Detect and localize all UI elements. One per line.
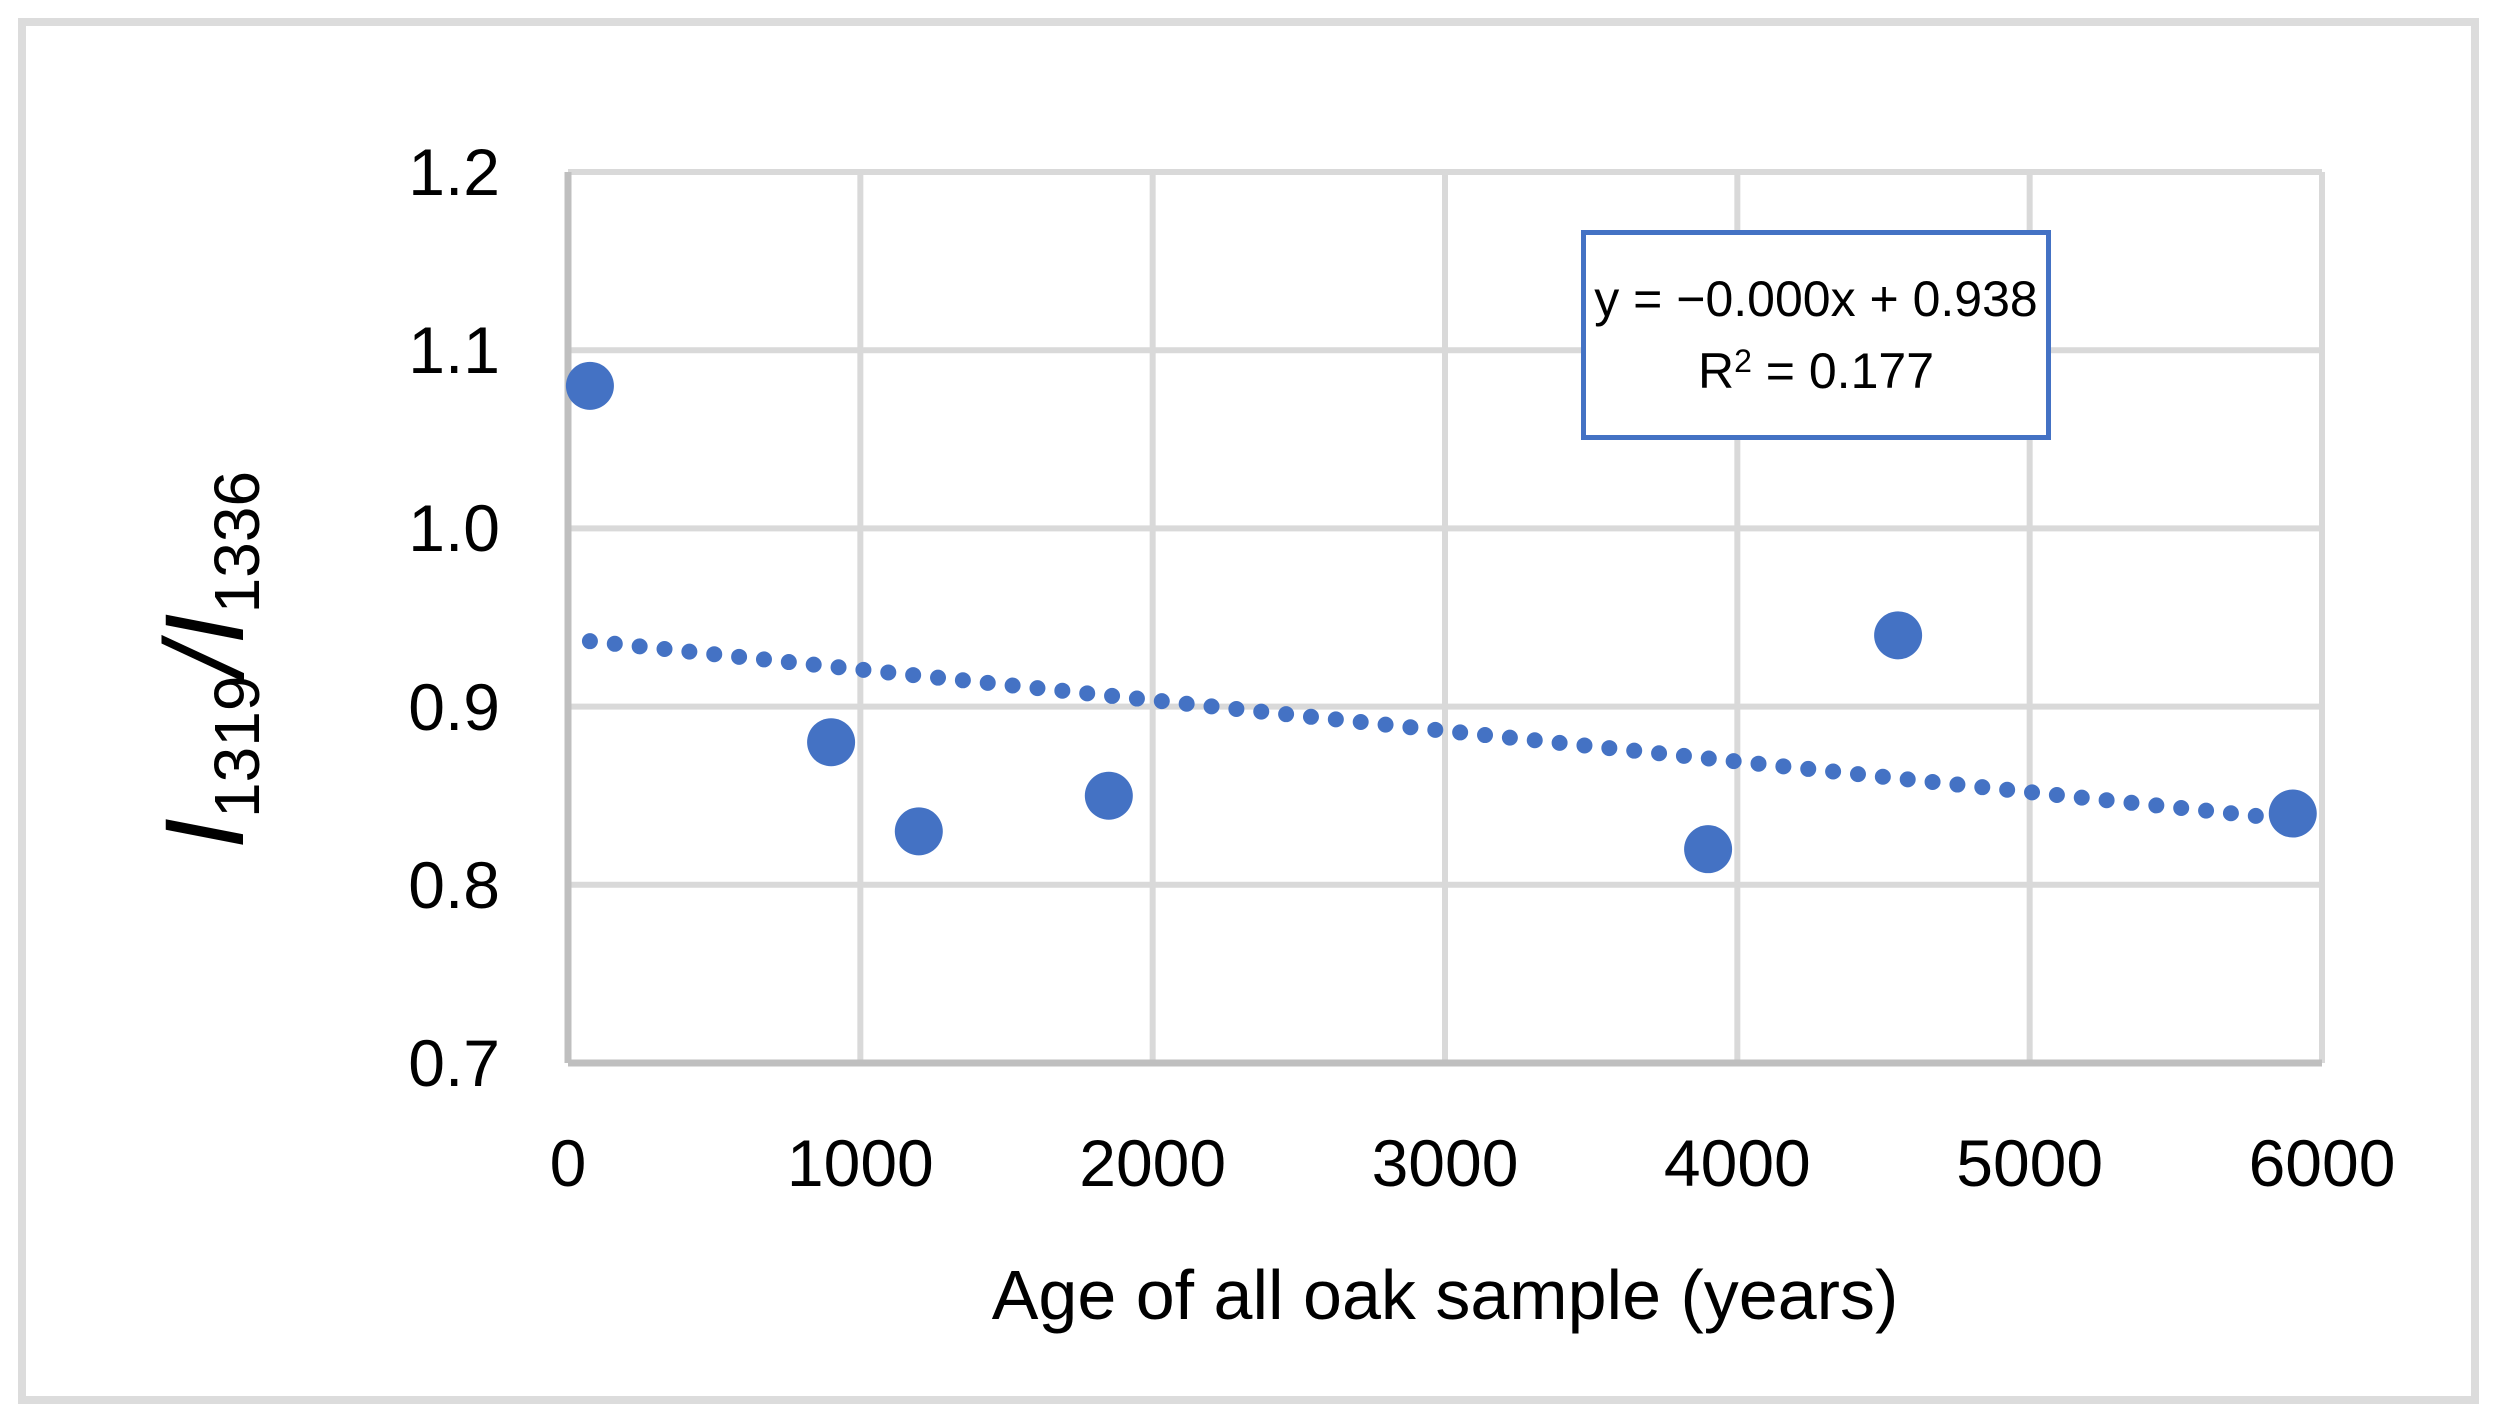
x-tick-label: 6000	[2248, 1126, 2396, 1200]
x-tick-label: 1000	[786, 1126, 934, 1200]
chart-frame	[18, 18, 2479, 1404]
data-point	[1084, 771, 1133, 820]
data-point	[1684, 825, 1733, 874]
y-axis-divider: /	[142, 644, 267, 676]
x-tick-label: 2000	[1079, 1126, 1227, 1200]
data-point	[2268, 789, 2317, 838]
r-squared-rest: = 0.177	[1751, 343, 1934, 399]
y-tick-label: 0.7	[408, 1026, 500, 1100]
x-tick-label: 0	[549, 1126, 587, 1200]
r-squared-exponent: 2	[1734, 343, 1752, 379]
y-tick-label: 1.2	[408, 135, 500, 209]
plot-area	[564, 169, 2325, 1067]
y-axis-symbol-2: I	[142, 613, 267, 645]
data-point	[565, 361, 614, 410]
trendline-equation: y = −0.000x + 0.938	[1594, 271, 2038, 327]
data-point	[894, 807, 943, 856]
r-squared-value: R2 = 0.177	[1698, 342, 1934, 400]
y-axis-symbol-1: I	[142, 817, 267, 850]
y-tick-label: 1.1	[408, 313, 500, 388]
x-axis-title: Age of all oak sample (years)	[991, 1256, 1899, 1334]
x-tick-label: 4000	[1663, 1126, 1811, 1200]
trendline-equation-box: y = −0.000x + 0.938 R2 = 0.177	[1581, 230, 2051, 440]
data-point	[807, 718, 856, 767]
x-tick-label: 3000	[1371, 1126, 1519, 1200]
y-tick-label: 1.0	[408, 491, 500, 566]
y-tick-label: 0.9	[408, 669, 500, 744]
y-tick-label: 0.8	[408, 847, 500, 922]
data-point	[1874, 611, 1923, 660]
r-squared-base: R	[1697, 343, 1735, 399]
x-tick-label: 5000	[1956, 1126, 2104, 1200]
trendline	[581, 633, 2301, 828]
